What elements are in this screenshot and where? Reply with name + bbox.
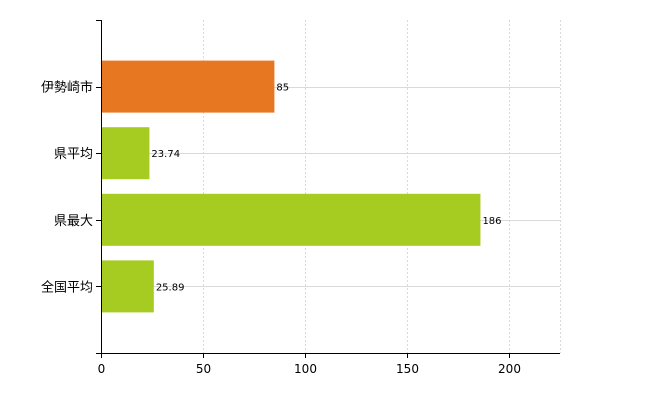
category-label: 県最大 [54, 214, 93, 229]
category-label: 伊勢崎市 [41, 80, 93, 96]
x-tick-label: 100 [294, 362, 317, 376]
data-label: 25.89 [156, 282, 185, 293]
category-label: 全国平均 [41, 279, 93, 295]
data-label: 186 [482, 216, 501, 227]
x-tick-label: 150 [396, 362, 419, 376]
x-tick-label: 0 [98, 362, 106, 376]
bar [102, 193, 481, 246]
axes [96, 20, 560, 358]
bars [102, 60, 481, 313]
data-label: 23.74 [151, 149, 180, 160]
bar [102, 260, 154, 313]
bar [102, 60, 275, 113]
x-tick-label: 200 [498, 362, 521, 376]
labels: 85 伊勢崎市 23.74 県平均 186 県最大 25.89 全国平均 0 50 100 150 20… [41, 80, 521, 376]
bar [102, 127, 150, 180]
data-label: 85 [276, 83, 289, 94]
x-tick-label: 50 [196, 362, 211, 376]
category-label: 県平均 [54, 147, 93, 162]
